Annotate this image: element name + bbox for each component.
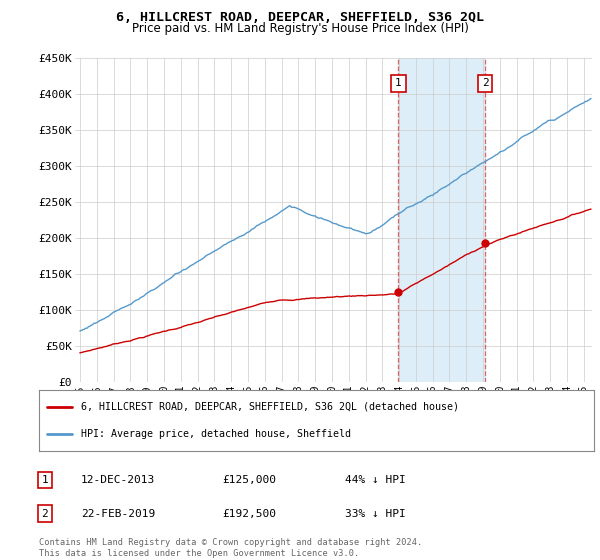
Text: £192,500: £192,500 (222, 508, 276, 519)
Text: 6, HILLCREST ROAD, DEEPCAR, SHEFFIELD, S36 2QL (detached house): 6, HILLCREST ROAD, DEEPCAR, SHEFFIELD, S… (80, 402, 458, 412)
Text: 44% ↓ HPI: 44% ↓ HPI (345, 475, 406, 485)
Text: Contains HM Land Registry data © Crown copyright and database right 2024.
This d: Contains HM Land Registry data © Crown c… (39, 538, 422, 558)
Text: 1: 1 (395, 78, 401, 88)
Text: 2: 2 (41, 508, 49, 519)
Bar (398, 58, 485, 382)
Text: 12-DEC-2013: 12-DEC-2013 (81, 475, 155, 485)
Text: 6, HILLCREST ROAD, DEEPCAR, SHEFFIELD, S36 2QL: 6, HILLCREST ROAD, DEEPCAR, SHEFFIELD, S… (116, 11, 484, 24)
Text: HPI: Average price, detached house, Sheffield: HPI: Average price, detached house, Shef… (80, 430, 350, 440)
Text: 2: 2 (482, 78, 488, 88)
Text: 1: 1 (41, 475, 49, 485)
Text: 22-FEB-2019: 22-FEB-2019 (81, 508, 155, 519)
Text: Price paid vs. HM Land Registry's House Price Index (HPI): Price paid vs. HM Land Registry's House … (131, 22, 469, 35)
Text: 33% ↓ HPI: 33% ↓ HPI (345, 508, 406, 519)
Text: £125,000: £125,000 (222, 475, 276, 485)
